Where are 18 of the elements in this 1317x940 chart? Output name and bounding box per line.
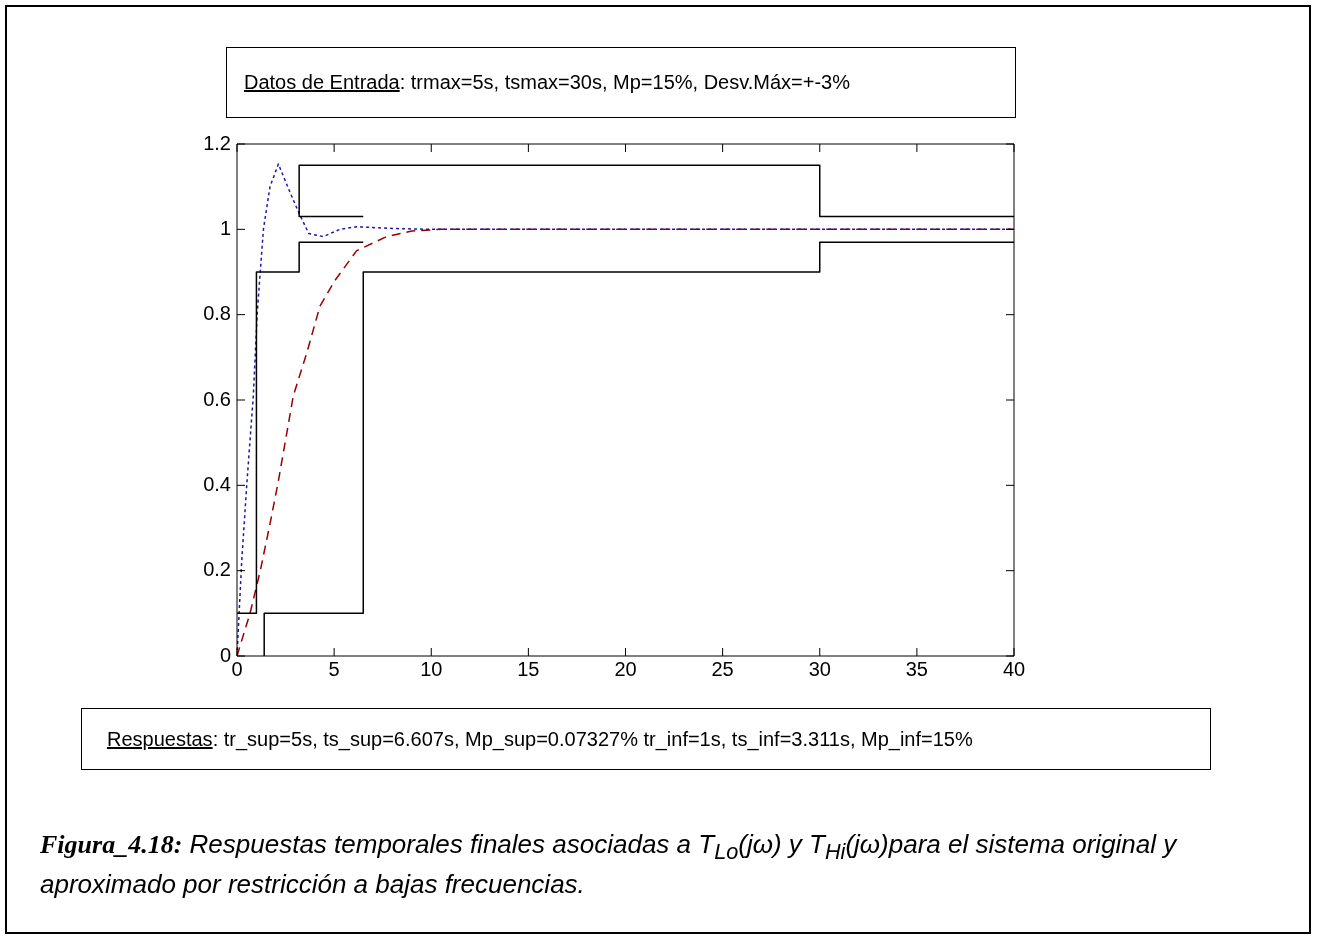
y-tick-label: 0.4 (203, 472, 231, 495)
y-tick-label: 1.2 (203, 131, 231, 154)
x-tick-label: 40 (1002, 657, 1026, 680)
x-tick-label: 25 (711, 657, 734, 680)
x-tick-label: 30 (808, 657, 831, 680)
y-tick-label: 0.2 (203, 558, 231, 581)
text: Datos de Entrada: trmax=5s, tsmax=30s, Mp=15%, Desv.Máx=+-3% (244, 71, 851, 94)
y-tick-label: 0 (219, 643, 231, 666)
x-tick-label: 20 (614, 657, 637, 680)
y-tick-label: 0.6 (203, 387, 231, 410)
y-tick-label: 0.8 (203, 302, 231, 325)
text: Respuestas: tr_sup=5s, ts_sup=6.607s, Mp_sup=0.07327% tr_inf=1s, ts_inf=3.311s, Mp_inf=15% (107, 727, 973, 751)
text: Figura_4.18: Respuestas temporales finales asociadas a T$_{Lo}$(jω) y T$_{Hi}$(jω)para el sistema original y aproximado por restricción a bajas frecuencias. (40, 829, 1177, 900)
x-tick-label: 5 (328, 657, 340, 680)
x-tick-label: 15 (517, 657, 540, 680)
y-tick-label: 1 (219, 216, 231, 239)
x-tick-label: 10 (420, 657, 443, 680)
x-tick-label: 35 (905, 657, 928, 680)
